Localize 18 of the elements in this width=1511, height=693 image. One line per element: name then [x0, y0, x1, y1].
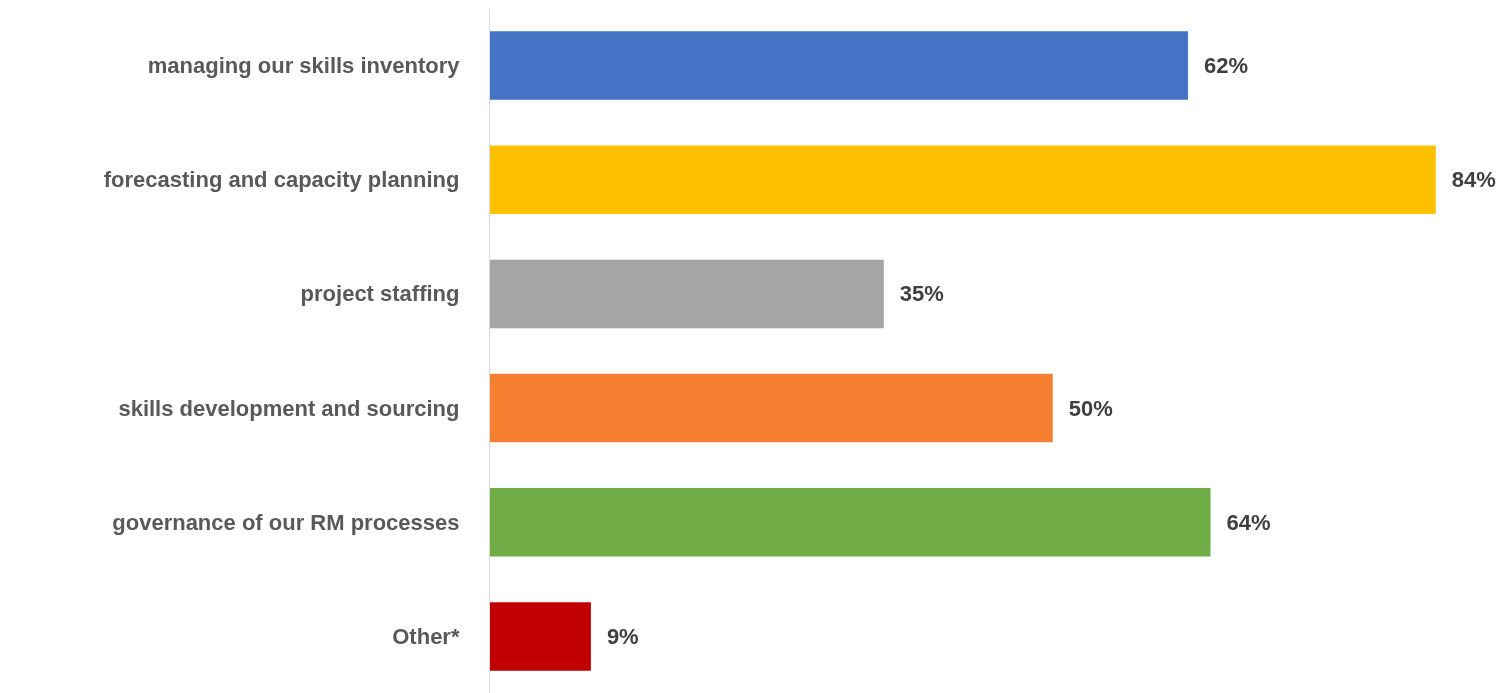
data-label: 50% — [1068, 395, 1113, 421]
y-tick-label: managing our skills inventory — [147, 53, 461, 79]
bar — [489, 602, 591, 671]
bar — [489, 488, 1211, 557]
y-tick-label: skills development and sourcing — [118, 395, 460, 421]
bar — [489, 259, 884, 329]
y-tick-label: forecasting and capacity planning — [103, 167, 460, 193]
data-label: 64% — [1226, 509, 1271, 535]
y-tick-label: Other* — [392, 623, 460, 649]
bar — [489, 145, 1436, 214]
y-tick-label: project staffing — [300, 281, 460, 307]
data-label: 9% — [606, 623, 639, 649]
data-label: 35% — [899, 281, 944, 307]
bar — [489, 373, 1053, 443]
y-tick-label: governance of our RM processes — [112, 509, 460, 535]
bar — [489, 31, 1188, 100]
data-label: 62% — [1203, 53, 1248, 79]
data-label: 84% — [1451, 167, 1496, 193]
